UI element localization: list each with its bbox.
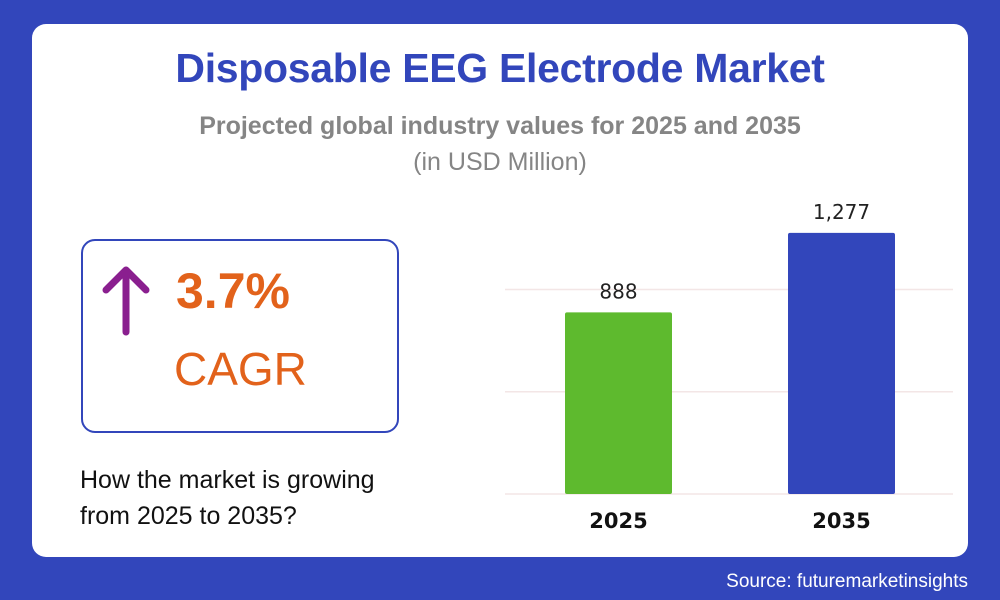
question-line-2: from 2025 to 2035? bbox=[80, 502, 297, 530]
bar-2035 bbox=[788, 232, 895, 494]
subtitle: Projected global industry values for 202… bbox=[199, 112, 801, 140]
cagr-value: 3.7% bbox=[176, 263, 290, 319]
data-label-2025: 888 bbox=[599, 279, 637, 303]
source-text: Source: futuremarketinsights bbox=[726, 571, 968, 592]
question-text: How the market is growing from 2025 to 2… bbox=[80, 462, 375, 534]
page-title: Disposable EEG Electrode Market bbox=[175, 45, 825, 91]
x-tick-label-2035: 2035 bbox=[812, 509, 870, 533]
data-label-2035: 1,277 bbox=[813, 200, 870, 224]
x-tick-label-2025: 2025 bbox=[589, 509, 647, 533]
cagr-box bbox=[81, 239, 399, 433]
arrow-up-icon bbox=[102, 266, 150, 336]
unit-label: (in USD Million) bbox=[413, 148, 587, 176]
bar-2025 bbox=[565, 312, 672, 494]
cagr-label: CAGR bbox=[174, 343, 307, 395]
question-line-1: How the market is growing bbox=[80, 466, 375, 494]
